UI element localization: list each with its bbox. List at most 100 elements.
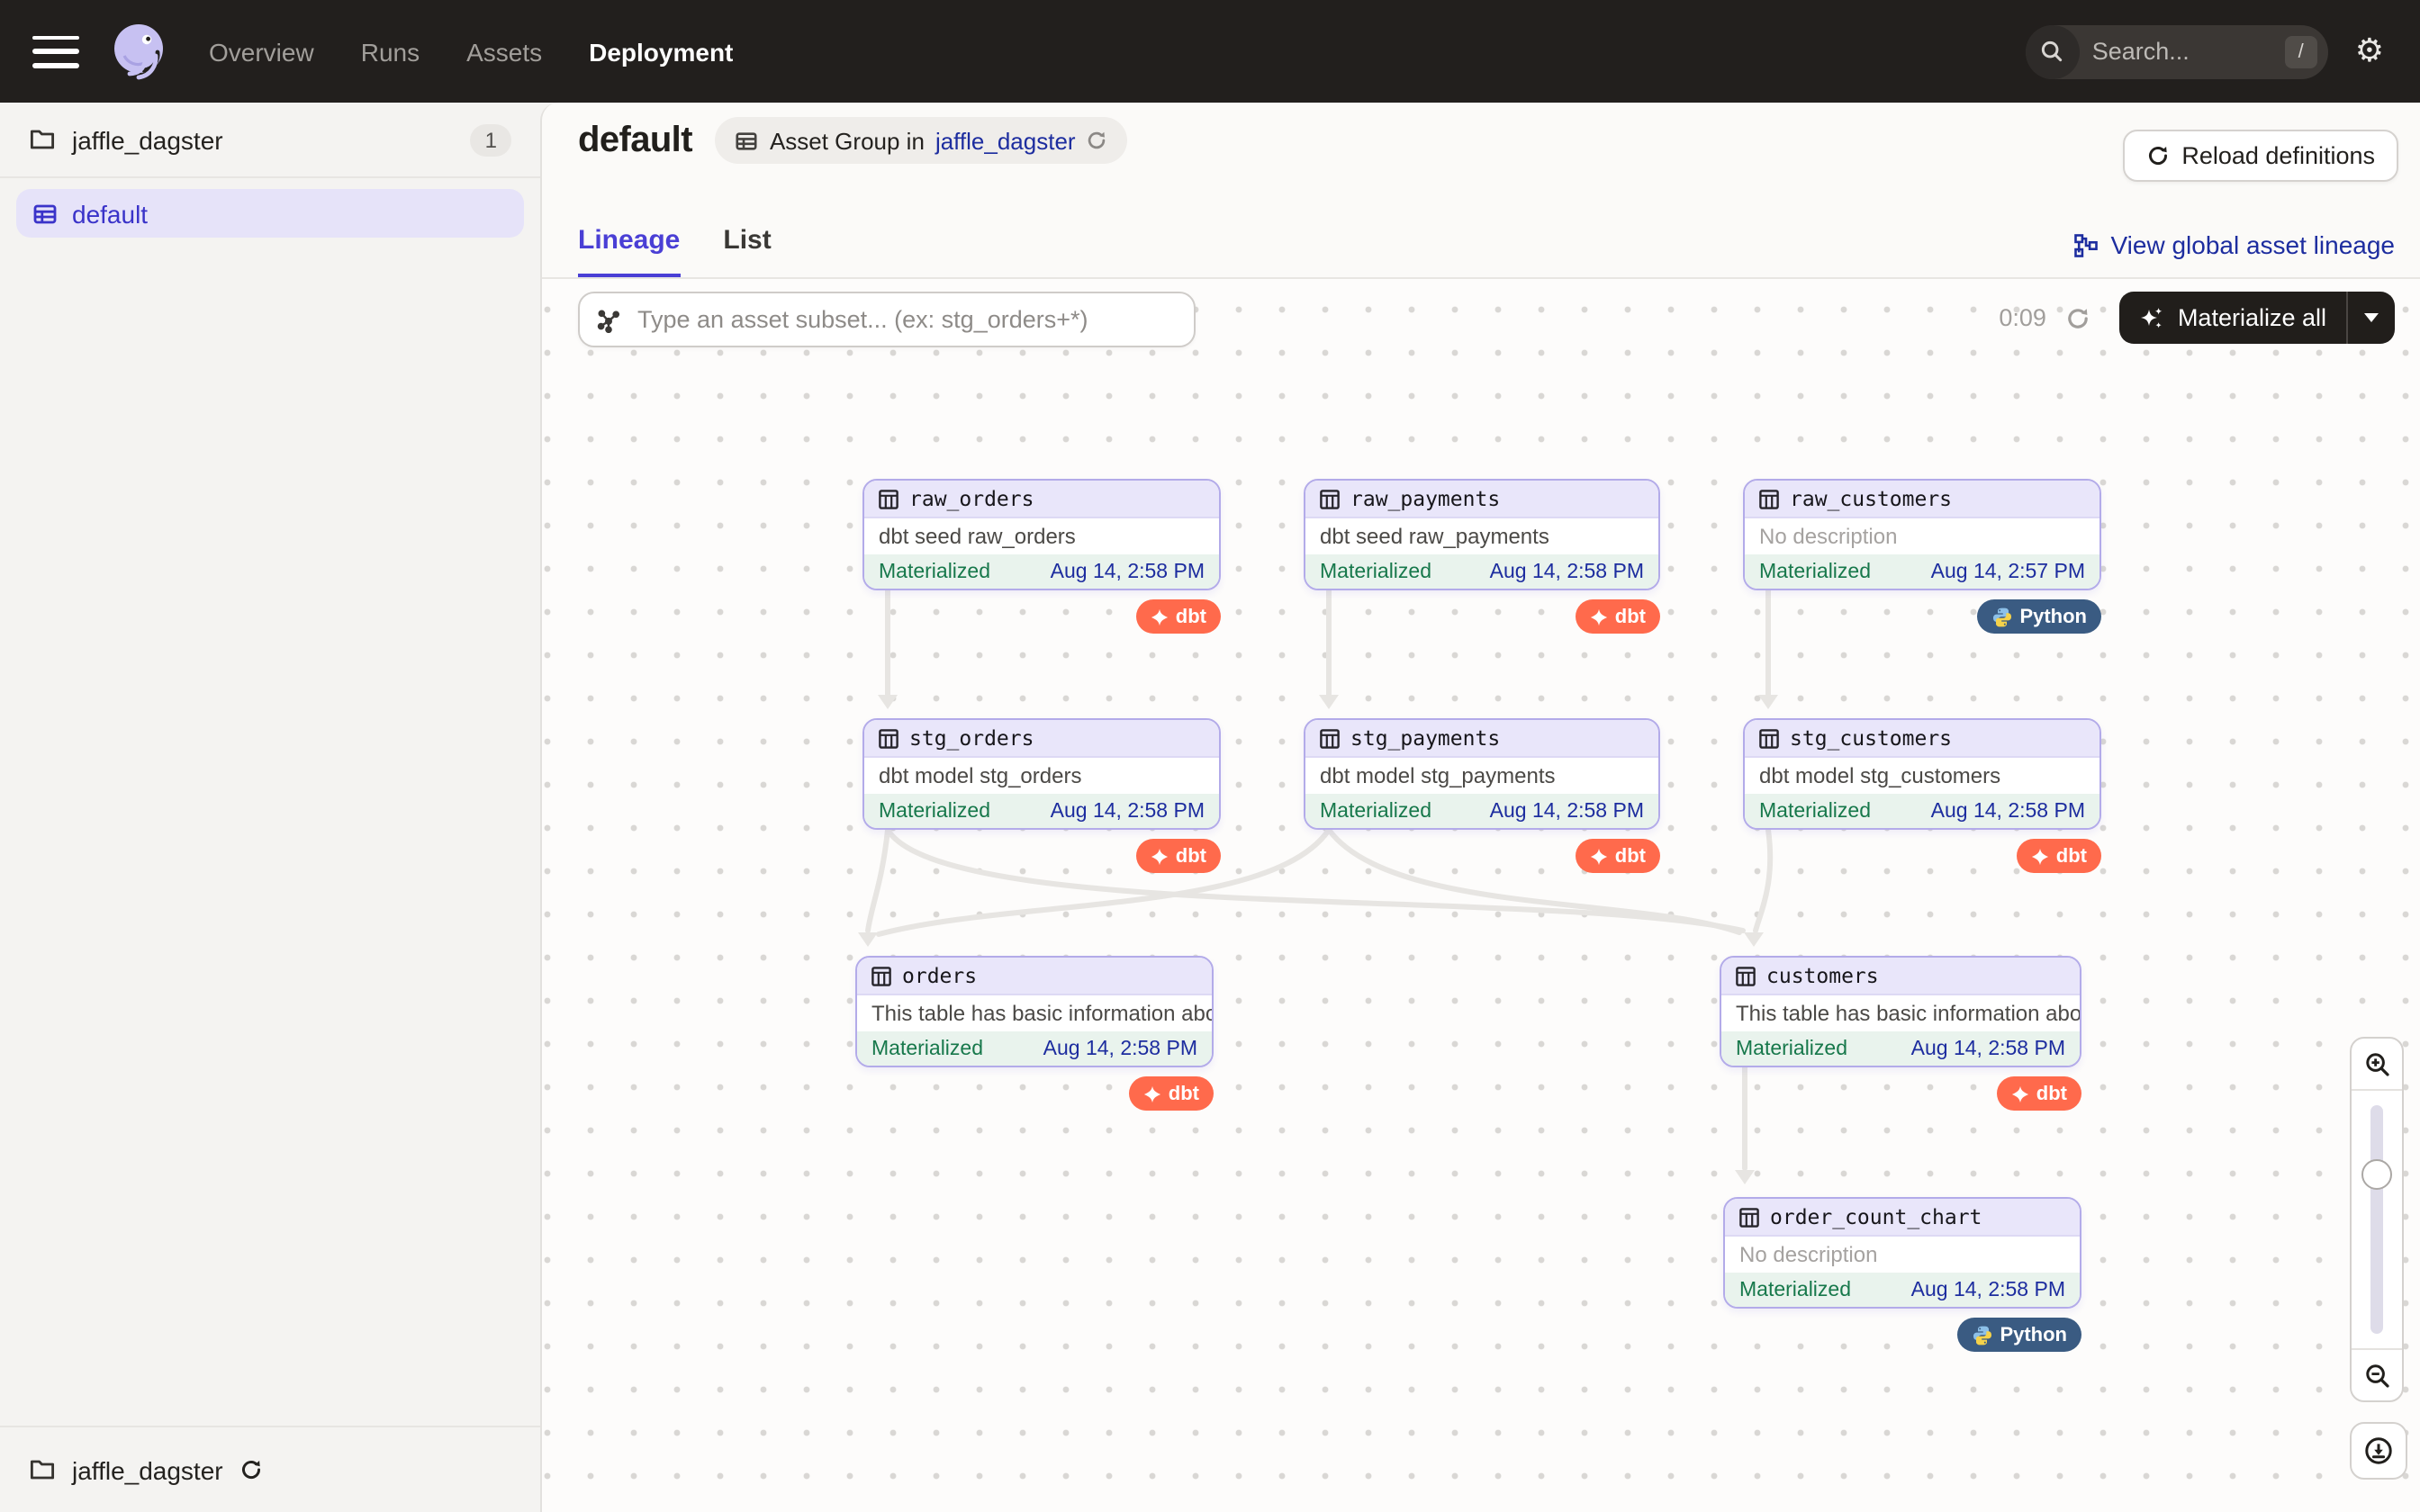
compute-kind-badge-python: Python <box>1976 599 2101 634</box>
table-icon <box>1739 1207 1759 1227</box>
materialization-timestamp[interactable]: Aug 14, 2:58 PM <box>1910 1038 2065 1059</box>
zoom-in-button[interactable] <box>2352 1039 2402 1091</box>
materialize-options-button[interactable] <box>2348 313 2395 322</box>
asset-card-raw_customers[interactable]: raw_customers No description Materialized A… <box>1743 479 2101 590</box>
materialization-timestamp[interactable]: Aug 14, 2:58 PM <box>1930 800 2085 822</box>
search-icon <box>2025 24 2080 78</box>
materialization-timestamp[interactable]: Aug 14, 2:58 PM <box>1910 1279 2065 1300</box>
nav-item-assets[interactable]: Assets <box>466 37 543 66</box>
compute-kind-badge-dbt: dbt <box>1135 599 1221 634</box>
menu-icon[interactable] <box>32 35 79 68</box>
materialization-timestamp[interactable]: Aug 14, 2:58 PM <box>1050 800 1205 822</box>
tab-list[interactable]: List <box>723 225 772 256</box>
status-badge: Materialized <box>879 561 990 582</box>
gear-icon[interactable]: ⚙ <box>2354 32 2384 69</box>
search-input[interactable]: Search... / <box>2025 24 2328 78</box>
asset-group-icon <box>736 129 759 152</box>
sidebar-item-default-group[interactable]: default <box>16 189 524 238</box>
status-badge: Materialized <box>1739 1279 1851 1300</box>
dbt-icon <box>2031 847 2049 865</box>
reload-definitions-button[interactable]: Reload definitions <box>2122 130 2398 182</box>
view-global-asset-lineage-label: View global asset lineage <box>2110 230 2396 259</box>
sidebar-item-jaffle-dagster[interactable]: jaffle_dagster 1 <box>0 103 540 178</box>
materialization-timestamp[interactable]: Aug 14, 2:57 PM <box>1930 561 2085 582</box>
group-count-badge: 1 <box>470 123 511 156</box>
table-icon <box>879 489 898 508</box>
recenter-graph-button[interactable] <box>2350 1422 2407 1480</box>
reload-icon[interactable] <box>1087 130 1108 151</box>
table-icon <box>1759 489 1779 508</box>
compute-kind-badge-python: Python <box>1956 1318 2081 1352</box>
tab-lineage[interactable]: Lineage <box>578 225 681 277</box>
zoom-slider-thumb[interactable] <box>2361 1159 2392 1190</box>
compute-kind-badge-dbt: dbt <box>1128 1076 1214 1111</box>
asset-card-raw_payments[interactable]: raw_payments dbt seed raw_payments Materia… <box>1304 479 1660 590</box>
asset-group-icon <box>32 201 58 226</box>
context-label: Asset Group in <box>769 127 925 154</box>
lineage-toolbar: 0:09 M <box>542 292 2420 347</box>
dagster-logo[interactable] <box>108 19 173 84</box>
nav-item-deployment[interactable]: Deployment <box>589 37 734 66</box>
materialization-timestamp[interactable]: Aug 14, 2:58 PM <box>1489 561 1644 582</box>
asset-description: dbt model stg_payments <box>1320 763 1556 788</box>
asset-card-order_count_chart[interactable]: order_count_chart No description Materiali… <box>1723 1197 2081 1309</box>
zoom-slider-track[interactable] <box>2370 1105 2383 1334</box>
page-title: default <box>578 120 693 159</box>
status-badge: Materialized <box>1320 800 1431 822</box>
dbt-icon <box>1151 608 1169 626</box>
dbt-icon <box>2011 1084 2029 1102</box>
asset-card-stg_orders[interactable]: stg_orders dbt model stg_orders Materializ… <box>862 718 1221 830</box>
view-global-asset-lineage-link[interactable]: View global asset lineage <box>2074 230 2396 259</box>
sidebar-footer-repo[interactable]: jaffle_dagster <box>0 1426 540 1512</box>
materialization-timestamp[interactable]: Aug 14, 2:58 PM <box>1489 800 1644 822</box>
asset-name: stg_customers <box>1790 725 1953 751</box>
asset-group-context-pill: Asset Group in jaffle_dagster <box>715 117 1128 164</box>
repo-label: jaffle_dagster <box>72 1455 223 1484</box>
compute-kind-badge-dbt: dbt <box>2016 839 2101 873</box>
asset-subset-input[interactable] <box>578 292 1196 347</box>
table-icon <box>871 966 891 986</box>
tab-bar: Lineage List View global asset lineage <box>542 202 2420 279</box>
sparkle-icon <box>2140 305 2165 330</box>
asset-node-orders: orders This table has basic information a… <box>855 956 1214 1111</box>
asset-description: This table has basic information about .… <box>1736 1001 2080 1026</box>
materialization-timestamp[interactable]: Aug 14, 2:58 PM <box>1043 1038 1197 1059</box>
repo-link[interactable]: jaffle_dagster <box>935 127 1076 154</box>
table-icon <box>1759 728 1779 748</box>
asset-description: This table has basic information about .… <box>871 1001 1212 1026</box>
table-icon <box>879 728 898 748</box>
nav-item-runs[interactable]: Runs <box>360 37 420 66</box>
zoom-controls <box>2350 1037 2407 1480</box>
asset-card-stg_customers[interactable]: stg_customers dbt model stg_customers Mate… <box>1743 718 2101 830</box>
asset-node-raw_customers: raw_customers No description Materialized A… <box>1743 479 2101 634</box>
materialize-all-button[interactable]: Materialize all <box>2119 292 2395 344</box>
repo-label: jaffle_dagster <box>72 125 223 154</box>
python-icon <box>1991 606 2012 627</box>
asset-name: raw_customers <box>1790 486 1953 511</box>
compute-kind-badge-dbt: dbt <box>1575 599 1660 634</box>
asset-subset-field[interactable] <box>634 304 1178 335</box>
group-label: default <box>72 199 149 228</box>
asset-name: order_count_chart <box>1770 1204 1982 1229</box>
refresh-icon[interactable] <box>2066 305 2091 330</box>
table-icon <box>1320 728 1340 748</box>
nav-item-overview[interactable]: Overview <box>209 37 314 66</box>
asset-description: dbt seed raw_payments <box>1320 524 1549 549</box>
reload-icon[interactable] <box>239 1458 263 1481</box>
top-nav: Overview Runs Assets Deployment Search... /… <box>0 0 2420 103</box>
asset-node-customers: customers This table has basic informatio… <box>1720 956 2081 1111</box>
asset-node-order_count_chart: order_count_chart No description Materiali… <box>1723 1197 2081 1352</box>
asset-card-customers[interactable]: customers This table has basic informatio… <box>1720 956 2081 1067</box>
dbt-icon <box>1143 1084 1161 1102</box>
asset-node-raw_orders: raw_orders dbt seed raw_orders Materialize… <box>862 479 1221 634</box>
lineage-canvas[interactable] <box>542 277 2420 1512</box>
asset-card-raw_orders[interactable]: raw_orders dbt seed raw_orders Materialize… <box>862 479 1221 590</box>
zoom-out-button[interactable] <box>2352 1348 2402 1400</box>
asset-name: stg_payments <box>1350 725 1501 751</box>
materialization-timestamp[interactable]: Aug 14, 2:58 PM <box>1050 561 1205 582</box>
table-icon <box>1320 489 1340 508</box>
asset-card-orders[interactable]: orders This table has basic information a… <box>855 956 1214 1067</box>
sidebar: jaffle_dagster 1 default jaffle_dagster <box>0 103 540 1512</box>
reload-definitions-label: Reload definitions <box>2181 142 2375 169</box>
